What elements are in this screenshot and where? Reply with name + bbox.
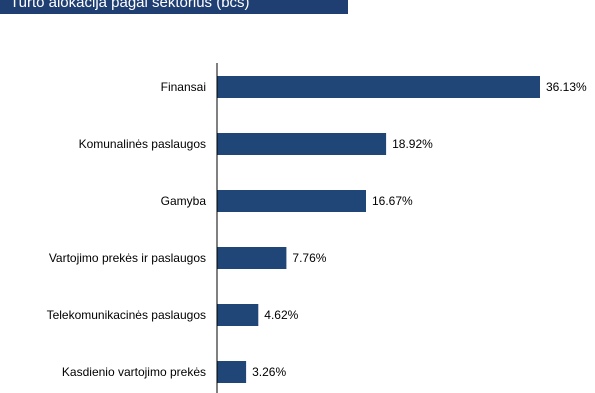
header-bar: Turto alokacija pagal sektorius (bcs)	[0, 0, 348, 14]
value-label: 18.92%	[392, 137, 433, 151]
value-label: 16.67%	[372, 194, 413, 208]
category-label: Gamyba	[161, 194, 207, 208]
category-label: Kasdienio vartojimo prekės	[62, 365, 206, 379]
category-label: Telekomunikacinės paslaugos	[47, 308, 206, 322]
bar-5	[217, 304, 259, 326]
value-label: 3.26%	[252, 365, 286, 379]
bar-1	[217, 76, 540, 98]
value-label: 7.76%	[292, 251, 326, 265]
value-label: 4.62%	[264, 308, 298, 322]
bar-4	[217, 247, 287, 269]
category-label: Vartojimo prekės ir paslaugos	[49, 251, 206, 265]
category-label: Komunalinės paslaugos	[79, 137, 206, 151]
bar-3	[217, 190, 366, 212]
bar-6	[217, 361, 247, 383]
value-label: 36.13%	[546, 80, 587, 94]
bar-2	[217, 133, 387, 155]
page-title: Turto alokacija pagal sektorius (bcs)	[10, 0, 250, 11]
bars-group: Finansai 36.13% Komunalinės paslaugos 18.92…	[47, 76, 587, 383]
category-label: Finansai	[161, 80, 206, 94]
